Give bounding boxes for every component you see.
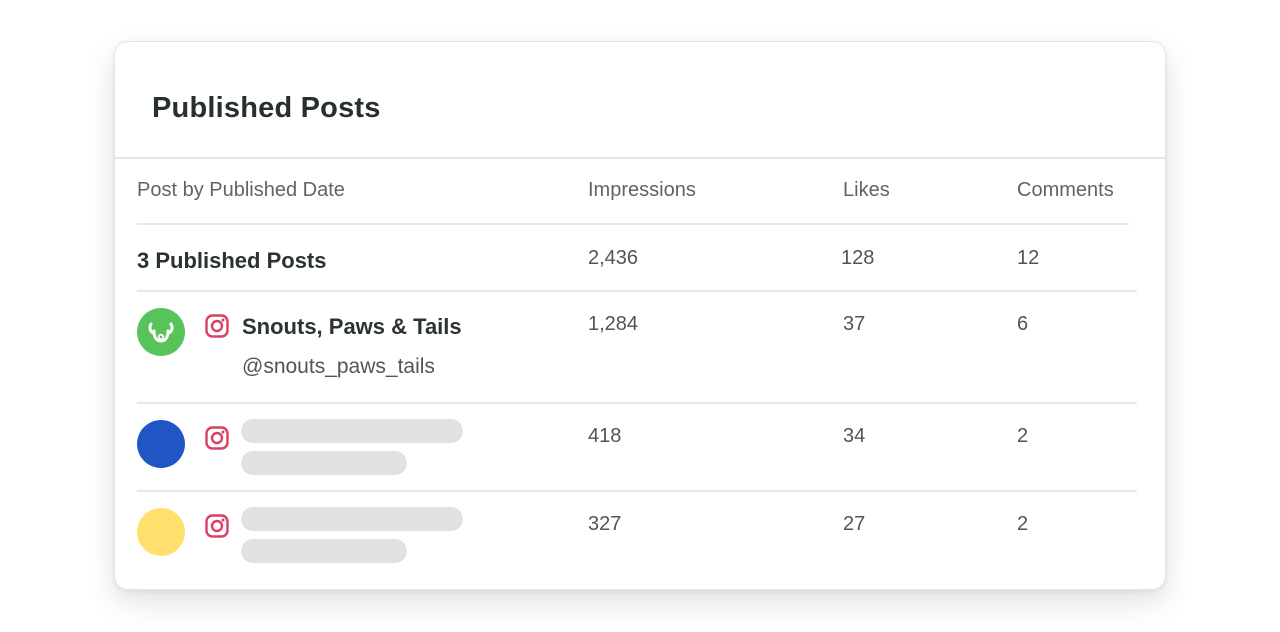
row-divider [137,290,1137,292]
instagram-icon [205,514,229,538]
instagram-icon [205,314,229,338]
post-account-name[interactable]: Snouts, Paws & Tails [242,314,462,339]
row-likes: 37 [843,313,866,335]
column-header-likes[interactable]: Likes [843,179,890,201]
row-impressions: 1,284 [588,313,639,335]
avatar [137,508,185,556]
row-likes: 34 [843,425,866,447]
column-header-impressions[interactable]: Impressions [588,179,696,201]
post-account-handle: @snouts_paws_tails [242,355,435,378]
instagram-icon [205,426,229,450]
row-impressions: 418 [588,425,622,447]
skeleton-handle-placeholder [241,451,407,475]
summary-likes: 128 [841,247,875,269]
row-divider [137,402,1137,404]
header-divider [137,223,1129,225]
summary-comments: 12 [1017,247,1040,269]
row-likes: 27 [843,513,866,535]
column-header-comments[interactable]: Comments [1017,179,1114,201]
skeleton-handle-placeholder [241,539,407,563]
avatar [137,308,185,356]
row-comments: 6 [1017,313,1029,335]
summary-impressions: 2,436 [588,247,639,269]
summary-label: 3 Published Posts [137,248,327,273]
skeleton-name-placeholder [241,419,463,443]
dog-face-icon [148,322,174,343]
row-comments: 2 [1017,425,1029,447]
avatar [137,420,185,468]
card-title: Published Posts [152,92,381,124]
skeleton-name-placeholder [241,507,463,531]
row-comments: 2 [1017,513,1029,535]
column-header-post[interactable]: Post by Published Date [137,179,345,201]
title-divider [115,157,1165,159]
published-posts-card: Published Posts Post by Published Date I… [114,41,1166,590]
row-impressions: 327 [588,513,622,535]
row-divider [137,490,1137,492]
